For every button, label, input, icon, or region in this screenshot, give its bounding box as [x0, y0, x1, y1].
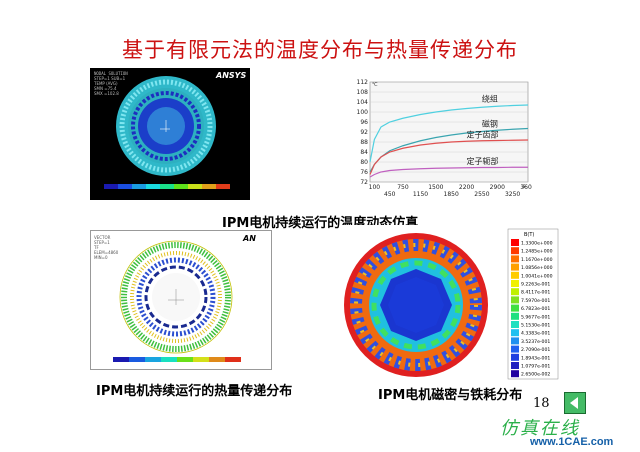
y-tick-label: 92 [360, 129, 368, 136]
legend-swatch [511, 271, 519, 279]
ansys-logo-small: AN [242, 234, 256, 243]
ansys-logo: ANSYS [215, 71, 246, 80]
legend-swatch [511, 296, 519, 304]
play-arrow-icon [570, 397, 578, 409]
legend-value: 7.5970e-001 [521, 298, 550, 304]
heat-flux-image: VECTOR STEP=1 TF ELEM=4860 MIN=0 AN [90, 230, 272, 370]
x-tick-label: 1500 [428, 184, 443, 191]
svg-text:ELEM=4860: ELEM=4860 [94, 250, 119, 255]
svg-text:TEMP (AVG): TEMP (AVG) [93, 81, 118, 86]
x-tick-label: 100 [369, 184, 381, 191]
y-tick-label: 96 [360, 119, 368, 126]
legend-value: 5.1530e-001 [521, 323, 550, 329]
legend-swatch [511, 288, 519, 296]
legend-value: 1.0797e-001 [521, 364, 550, 370]
y-tick-label: 104 [357, 99, 369, 106]
series-line-3 [369, 166, 528, 178]
legend-swatch [511, 304, 519, 312]
flux-density-image: B(T) 1.3300e+000 1.2485e+000 1.1670e+000 1.… [340, 225, 560, 381]
legend-swatch [511, 337, 519, 345]
legend-swatch [511, 329, 519, 337]
svg-text:SMN =75.4: SMN =75.4 [94, 86, 117, 91]
next-slide-button[interactable] [564, 392, 586, 414]
legend-swatch [511, 345, 519, 353]
caption-heat-transfer: IPM电机持续运行的热量传递分布 [96, 384, 293, 399]
legend-value: 3.5237e-001 [521, 339, 550, 345]
legend-value: 4.3383e-001 [521, 331, 550, 337]
series-line-2 [369, 139, 529, 175]
x-tick-label: 2900 [490, 184, 505, 191]
legend-swatch [511, 280, 519, 287]
legend-value: 5.9677e-001 [521, 314, 550, 320]
svg-text:TF: TF [93, 245, 99, 250]
legend-swatch [511, 362, 519, 369]
y-tick-label: 84 [360, 149, 368, 156]
series-line-0 [369, 104, 529, 163]
legend-swatch [511, 321, 519, 328]
flux-density-graphic: B(T) 1.3300e+000 1.2485e+000 1.1670e+000 1.… [344, 228, 559, 380]
heat-flux-graphic: VECTOR STEP=1 TF ELEM=4860 MIN=0 AN [93, 233, 267, 362]
legend-value: 2.7090e-001 [521, 347, 550, 353]
y-tick-label: 80 [360, 159, 368, 166]
watermark-url: www.1CAE.com [530, 436, 614, 448]
legend-value: 1.1670e+000 [521, 257, 553, 263]
legend-swatch [511, 263, 519, 271]
x-tick-label: 1150 [413, 191, 428, 198]
x-tick-label: 1850 [444, 191, 459, 198]
x-unit-label: s [522, 183, 525, 190]
y-tick-label: 76 [360, 169, 368, 176]
svg-text:MIN=0: MIN=0 [94, 255, 108, 260]
series-label: 磁钢 [482, 119, 498, 129]
svg-text:STEP=1: STEP=1 [94, 240, 110, 245]
series-label: 绕组 [482, 93, 498, 103]
legend-swatch [511, 353, 519, 361]
y-tick-label: 108 [357, 89, 369, 96]
svg-text:SMX =102.8: SMX =102.8 [94, 91, 119, 96]
legend-value: 1.8943e-001 [521, 355, 550, 361]
temperature-contour-image: NODAL SOLUTION STEP=1 SUB=1 TEMP (AVG) S… [90, 68, 250, 200]
y-tick-label: 112 [357, 79, 369, 86]
x-tick-label: 2200 [459, 184, 474, 191]
legend-value: 6.7823e-001 [521, 306, 550, 312]
page-title: 基于有限元法的温度分布与热量传递分布 [122, 38, 518, 62]
legend-value: 1.0856e+000 [521, 265, 553, 271]
legend-swatch [511, 370, 519, 378]
series-label: 定子齿部 [467, 129, 499, 139]
page-number: 18 [533, 396, 550, 411]
watermark-text: 仿真在线 [500, 418, 580, 439]
x-tick-label: 450 [384, 191, 396, 198]
y-tick-label: 100 [357, 109, 369, 116]
svg-text:VECTOR: VECTOR [94, 235, 111, 240]
series-label: 定子轭部 [467, 156, 499, 166]
svg-text:STEP=1 SUB=1: STEP=1 SUB=1 [94, 76, 126, 81]
caption-flux-iron-loss: IPM电机磁密与铁耗分布 [378, 388, 523, 403]
svg-text:NODAL SOLUTION: NODAL SOLUTION [94, 71, 128, 76]
x-tick-label: 2550 [474, 191, 489, 198]
temperature-contour-graphic: NODAL SOLUTION STEP=1 SUB=1 TEMP (AVG) S… [93, 71, 246, 189]
legend-value: 1.2485e+000 [521, 249, 553, 255]
y-unit-label: ℃ [372, 82, 378, 88]
x-tick-label: 3250 [505, 191, 520, 198]
x-tick-label: 3600 [520, 184, 532, 191]
legend-value: 1.3300e+000 [521, 241, 553, 247]
temperature-time-chart: 112 108 104 100 96 92 88 84 80 76 72 100 750 1500 220… [357, 79, 532, 198]
legend-swatch [511, 247, 519, 255]
x-tick-label: 750 [397, 184, 409, 191]
legend-swatch [511, 312, 519, 320]
y-tick-label: 88 [360, 139, 368, 146]
legend-value: 9.2263e-001 [521, 282, 550, 288]
legend-header: B(T) [524, 232, 534, 238]
y-tick-label: 72 [360, 179, 368, 186]
legend-value: 2.6500e-002 [521, 372, 550, 378]
legend-swatch [511, 255, 519, 263]
legend-value: 1.0041e+000 [521, 273, 553, 279]
legend-value: 8.4117e-001 [521, 290, 550, 296]
legend-swatch [511, 239, 519, 246]
